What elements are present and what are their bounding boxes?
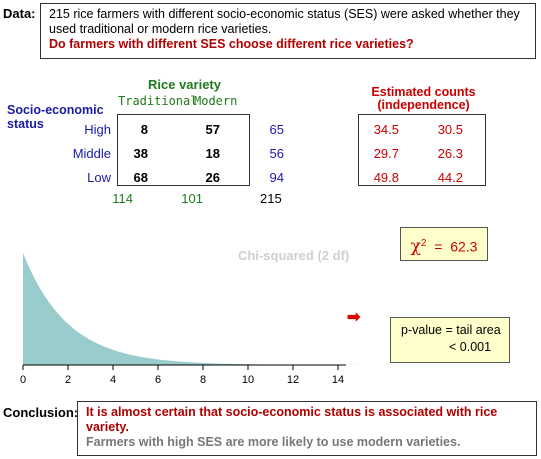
- grand-total: 215: [260, 191, 282, 206]
- x-tick-label: 2: [65, 374, 71, 386]
- conclusion-main: It is almost certain that socio-economic…: [86, 405, 498, 434]
- observed-cell: 26: [205, 170, 220, 185]
- column-header-modern: Modern: [194, 94, 238, 108]
- x-tick-label: 12: [287, 374, 299, 386]
- data-description-box: 215 rice farmers with different socio-ec…: [40, 3, 536, 59]
- data-label: Data:: [3, 6, 36, 21]
- observed-cell: 38: [133, 146, 148, 161]
- row-title: Socio-economic status: [7, 103, 104, 131]
- chi-equals: =: [434, 238, 443, 255]
- expected-cell: 49.8: [373, 170, 399, 185]
- chi-symbol: χ: [410, 236, 421, 257]
- expected-title-line1: Estimated counts: [371, 85, 476, 99]
- row-label-high: High: [84, 122, 111, 137]
- observed-table: [117, 114, 250, 186]
- expected-cell: 44.2: [437, 170, 463, 185]
- p-value-box: p-value = tail area < 0.001: [390, 317, 510, 363]
- chi-square-statistic: χ2 = 62.3: [400, 227, 488, 261]
- expected-title-line2: (independence): [377, 98, 470, 112]
- row-total: 94: [269, 170, 284, 185]
- chi-superscript: 2: [420, 238, 427, 249]
- conclusion-label: Conclusion:: [3, 405, 79, 420]
- expected-table: [358, 114, 486, 186]
- row-label-middle: Middle: [72, 146, 111, 161]
- data-description: 215 rice farmers with different socio-ec…: [49, 7, 520, 36]
- expected-cell: 34.5: [373, 122, 399, 137]
- observed-cell: 57: [205, 122, 220, 137]
- column-title: Rice variety: [148, 77, 221, 92]
- column-header-traditional: Traditional: [118, 94, 198, 108]
- conclusion-detail: Farmers with high SES are more likely to…: [86, 435, 461, 449]
- x-axis-ticks: 0 2 4 6 8 10 12 14: [20, 365, 344, 386]
- row-total: 56: [269, 146, 284, 161]
- chi-value: 62.3: [450, 238, 478, 255]
- expected-cell: 30.5: [437, 122, 463, 137]
- expected-title: Estimated counts (independence): [366, 86, 481, 112]
- row-total: 65: [269, 122, 284, 137]
- observed-cell: 68: [133, 170, 148, 185]
- p-value-label: p-value = tail area: [401, 323, 501, 337]
- arrow-icon: ➡: [347, 309, 361, 326]
- x-tick-label: 0: [20, 374, 26, 386]
- observed-cell: 18: [205, 146, 220, 161]
- row-label-low: Low: [87, 170, 111, 185]
- x-tick-label: 10: [242, 374, 254, 386]
- column-total: 101: [181, 191, 203, 206]
- research-question: Do farmers with different SES choose dif…: [49, 37, 414, 51]
- column-total: 114: [112, 191, 133, 206]
- chi-squared-chart: 0 2 4 6 8 10 12 14: [20, 253, 360, 386]
- chart-title: Chi-squared (2 df): [238, 248, 350, 263]
- conclusion-box: It is almost certain that socio-economic…: [77, 401, 537, 456]
- p-value-result: < 0.001: [449, 340, 492, 354]
- x-tick-label: 6: [155, 374, 161, 386]
- observed-cell: 8: [140, 122, 148, 137]
- x-tick-label: 14: [332, 374, 344, 386]
- density-area: [23, 253, 360, 365]
- expected-cell: 26.3: [437, 146, 463, 161]
- x-tick-label: 8: [200, 374, 206, 386]
- expected-cell: 29.7: [373, 146, 399, 161]
- x-tick-label: 4: [110, 374, 116, 386]
